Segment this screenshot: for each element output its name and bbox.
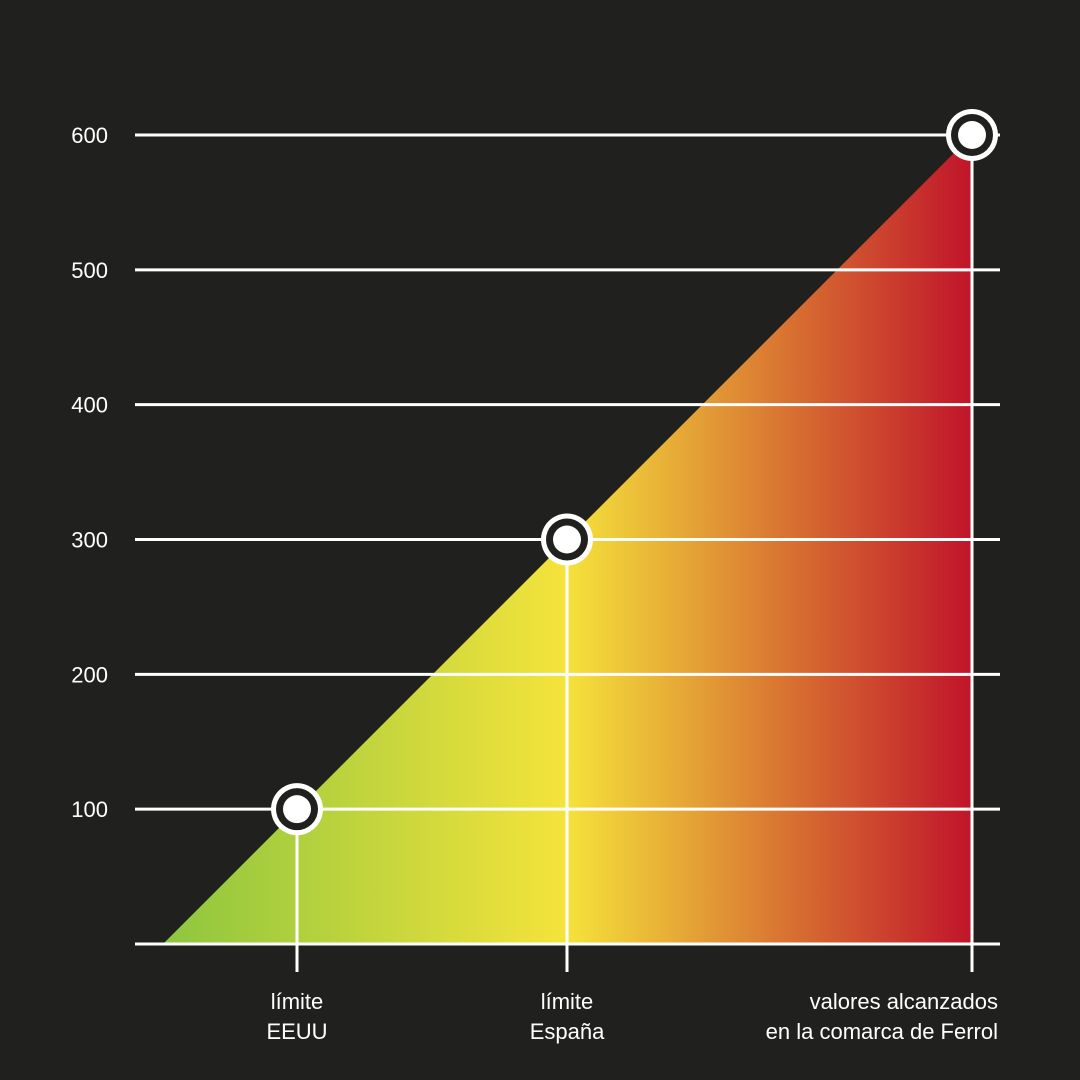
category-label-0-line-0: límite	[271, 989, 324, 1014]
category-label-0-line-1: EEUU	[266, 1019, 327, 1044]
category-label-2-line-1: en la comarca de Ferrol	[766, 1019, 998, 1044]
marker-dot	[283, 795, 311, 824]
marker-dot	[958, 121, 986, 149]
y-tick-label-500: 500	[71, 258, 108, 283]
data-point-marker-2	[946, 109, 998, 161]
stems	[295, 135, 974, 972]
y-tick-label-600: 600	[71, 123, 108, 148]
category-label-1-line-1: España	[530, 1019, 605, 1044]
y-tick-label-200: 200	[71, 662, 108, 687]
y-tick-label-100: 100	[71, 797, 108, 822]
y-tick-label-400: 400	[71, 393, 108, 418]
category-labels: límite EEUU límite España valores alcanzados…	[266, 989, 998, 1044]
y-tick-label-300: 300	[71, 528, 108, 553]
y-tick-labels: 100 200 300 400 500 600	[71, 123, 108, 822]
category-label-2-line-0: valores alcanzados	[810, 989, 998, 1014]
marker-dot	[553, 525, 581, 554]
markers	[271, 109, 998, 836]
category-label-1-line-0: límite	[541, 989, 594, 1014]
data-point-marker-0	[271, 783, 323, 836]
data-point-marker-1	[541, 513, 593, 566]
